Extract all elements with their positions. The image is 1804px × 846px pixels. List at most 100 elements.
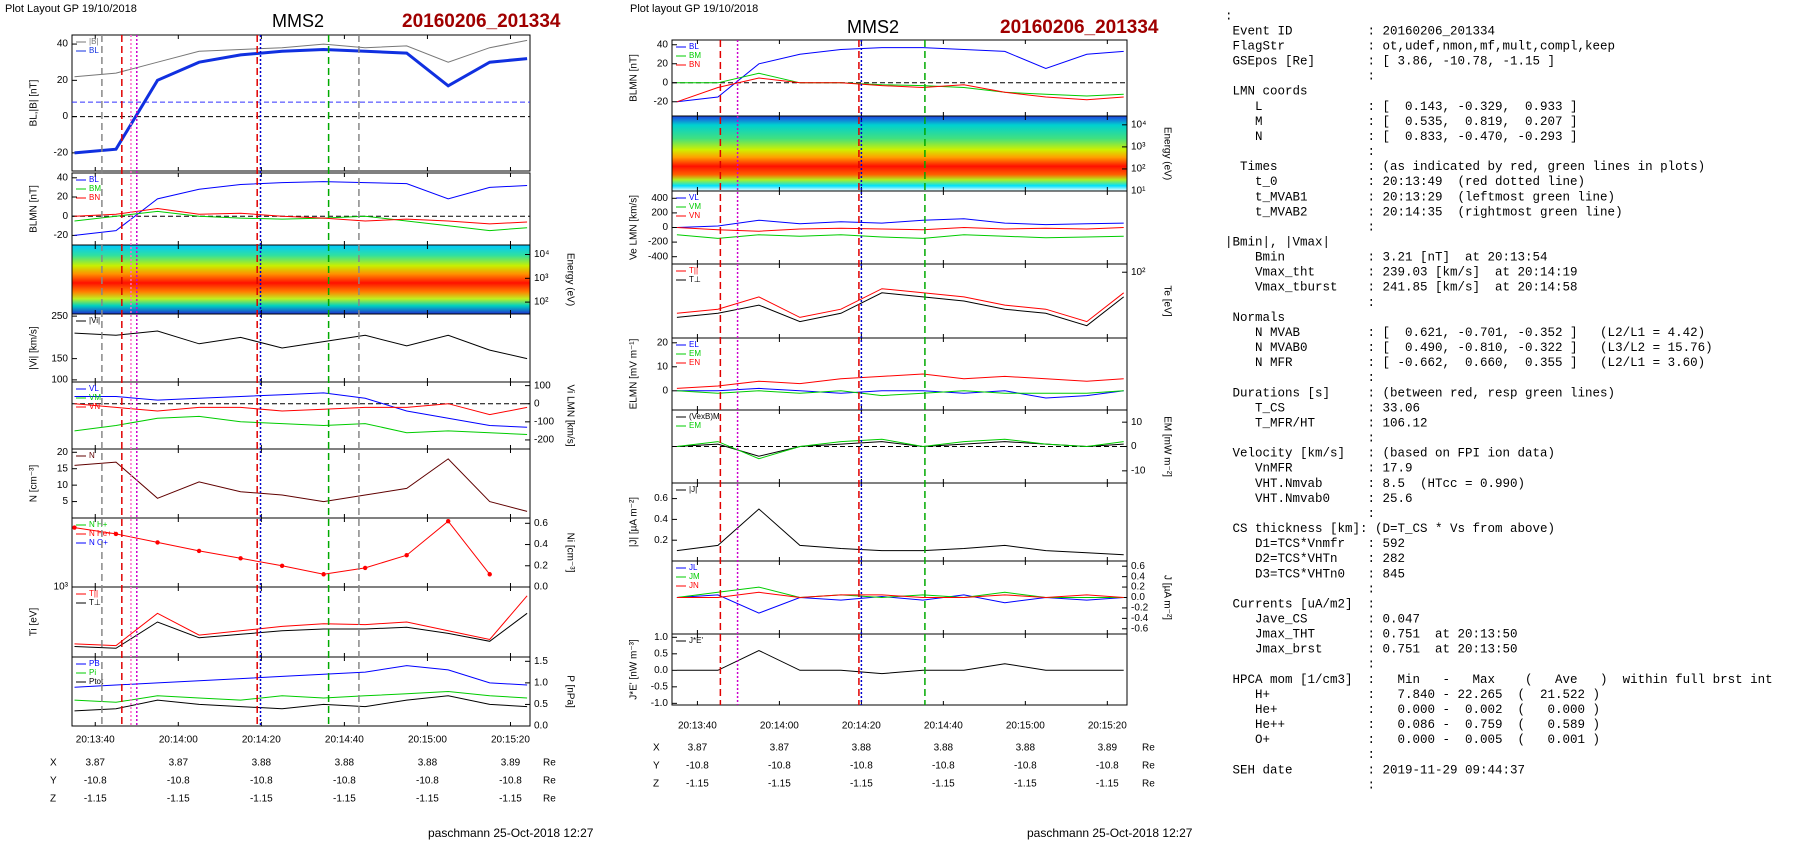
panel-frame [671,263,1128,339]
legend-label: N [89,451,95,460]
y-tick-label: 0.2 [534,560,548,571]
y-tick-label: 10¹ [1131,186,1146,197]
position-value: 3.88 [335,758,355,769]
data-point [196,548,202,554]
y-tick-label: 1.0 [654,632,668,643]
info-line: L : [ 0.143, -0.329, 0.933 ] [1225,100,1578,114]
y-axis-label: P [nPa] [564,675,575,708]
spacecraft: MMS2 [847,17,899,37]
info-line: N MFR : [ -0.662, 0.660, 0.355 ] (L2/L1 … [1225,356,1705,370]
y-tick-label: 0 [1131,441,1137,452]
data-point [155,540,160,545]
position-value: -10.8 [499,776,522,787]
legend-label: JM [689,572,700,581]
data-point [321,572,326,577]
position-value: 3.89 [1098,743,1118,754]
panel: 5 10 15 20 N [cm⁻³] N [29,447,531,519]
series-line [74,181,528,236]
y-tick-label: 100 [51,375,68,386]
legend-label: BN [89,193,100,202]
info-line: He++ : 0.086 - 0.759 ( 0.589 ) [1225,718,1600,732]
position-value: -1.15 [499,794,522,805]
x-tick-label: 20:15:00 [408,735,447,746]
panel-frame [671,190,1128,265]
y-tick-label: -100 [534,416,554,427]
position-value: -1.15 [1014,779,1037,790]
position-value: 3.88 [934,743,954,754]
y-tick-label: 10³ [54,582,69,593]
panel: 100 150 250 |Vi| [km/s] |Vi| [29,311,531,386]
info-line: : [1225,507,1375,521]
info-line: Durations [s] : (between red, resp green… [1225,386,1615,400]
position-value: -1.15 [768,779,791,790]
y-tick-label: 0.4 [654,514,668,525]
series-line [676,292,1125,327]
position-value: -1.15 [84,794,107,805]
series-line [676,387,1124,399]
y-tick-label: 5 [62,496,68,507]
y-tick-label: -20 [654,96,669,107]
y-tick-label: 20 [657,58,669,69]
panel-frame [71,34,531,172]
series-line [74,458,528,512]
y-tick-label: -0.5 [651,681,669,692]
spectrogram [672,116,1127,191]
y-axis-label: BLMN [nT] [629,54,640,102]
position-value: -1.15 [1096,779,1119,790]
y-tick-label: 1.5 [534,656,548,667]
x-tick-label: 20:13:40 [76,735,115,746]
series-line [676,373,1124,389]
y-tick-label: 20 [57,447,69,458]
y-tick-label: -200 [648,237,668,248]
position-value: -10.8 [850,761,873,772]
panel-frame [71,381,531,450]
info-line: M : [ 0.535, 0.819, 0.207 ] [1225,115,1578,129]
data-point [487,572,492,577]
legend-label: T|| [89,589,98,598]
position-value: 3.88 [418,758,438,769]
position-name: Z [653,779,659,790]
position-value: -10.8 [932,761,955,772]
legend-label: VN [689,211,700,220]
legend-label: VL [89,384,99,393]
y-axis-label: J [µA m⁻²] [1161,575,1172,620]
data-point [362,565,368,571]
y-axis-label: N [cm⁻³] [29,465,40,503]
info-line: |Bmin|, |Vmax| [1225,235,1330,249]
series-line [676,649,1124,675]
legend-label: VM [89,393,101,402]
y-tick-label: 0.2 [1131,582,1145,593]
info-line: T_MFR/HT : 106.12 [1225,416,1428,430]
info-line: Velocity [km/s] : (based on FPI ion data… [1225,447,1555,461]
y-axis-label: J*E' [nW m⁻³] [629,639,640,700]
y-axis-label: BLMN [nT] [29,185,40,233]
y-tick-label: 20 [657,337,669,348]
series-line [676,591,1124,599]
y-tick-label: 10² [534,297,549,308]
info-line: : [1225,658,1375,672]
info-line: SEH date : 2019-11-29 09:44:37 [1225,763,1525,777]
legend-label: |Vi| [89,316,100,325]
series-line [74,47,528,155]
y-axis-label: Ti [eV] [29,608,40,637]
panel-frame [71,656,531,727]
y-tick-label: 0 [62,111,68,122]
legend-label: BL [689,42,699,51]
series-line [74,207,528,225]
y-tick-label: 10 [57,480,69,491]
y-tick-label: 400 [651,193,668,204]
y-tick-label: 0.0 [534,582,548,593]
info-line: N MVAB0 : [ 0.490, -0.810, -0.322 ] (L3/… [1225,341,1713,355]
data-point [279,563,285,568]
panel-frame [71,172,531,246]
x-tick-label: 20:14:00 [159,735,198,746]
plot-header: Plot layout GP 19/10/2018 [630,3,758,15]
y-tick-label: 0.0 [534,721,548,732]
info-line: FlagStr : ot,udef,nmon,mf,mult,compl,kee… [1225,39,1615,53]
panel-frame [671,482,1128,562]
series-line [74,690,528,703]
legend-label: T|| [689,266,698,275]
x-tick-label: 20:14:20 [242,735,281,746]
